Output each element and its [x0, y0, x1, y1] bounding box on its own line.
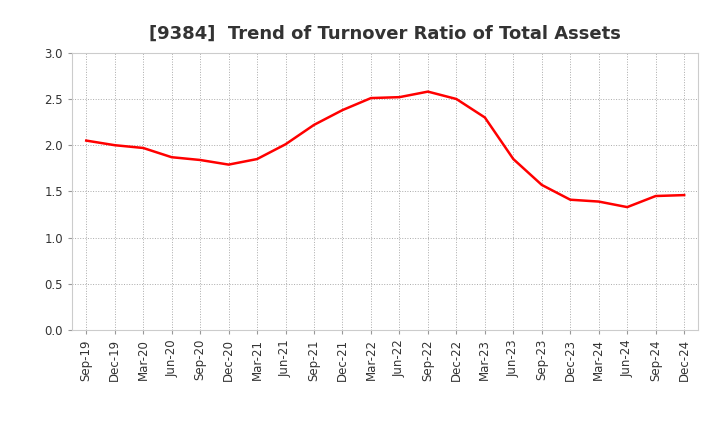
Title: [9384]  Trend of Turnover Ratio of Total Assets: [9384] Trend of Turnover Ratio of Total … [149, 25, 621, 43]
